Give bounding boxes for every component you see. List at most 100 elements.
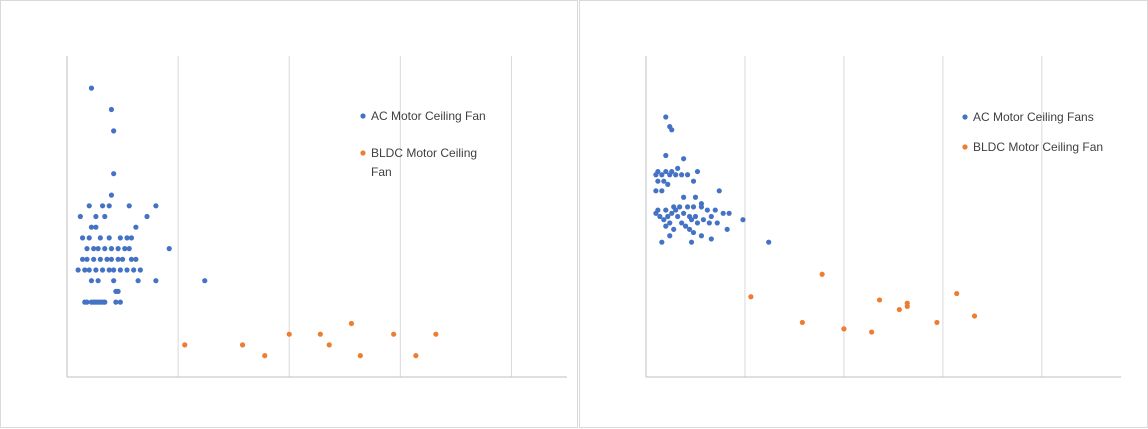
data-point	[716, 188, 722, 194]
data-point	[111, 267, 117, 273]
data-point	[115, 256, 121, 262]
data-point	[133, 224, 139, 230]
data-point	[88, 278, 95, 284]
data-point	[166, 246, 172, 252]
data-point	[95, 278, 101, 284]
data-point	[657, 213, 663, 220]
data-point	[692, 213, 699, 220]
data-point	[79, 235, 86, 241]
data-point	[91, 246, 97, 252]
data-point	[954, 290, 960, 297]
data-point	[102, 246, 108, 252]
data-point	[124, 235, 130, 241]
data-point	[137, 267, 143, 273]
legend-label: AC Motor Ceiling Fan	[371, 109, 486, 123]
data-point	[663, 223, 669, 229]
legend-label-line: BLDC Motor Ceiling Fan	[973, 140, 1103, 154]
data-point	[144, 213, 150, 220]
data-point	[99, 267, 106, 273]
data-point	[326, 342, 332, 348]
data-point	[106, 267, 112, 273]
data-point	[93, 213, 99, 220]
data-point	[681, 210, 687, 216]
data-point	[357, 353, 363, 359]
series-ac-motor	[653, 114, 772, 245]
data-point	[115, 288, 121, 294]
data-point	[663, 114, 669, 120]
data-point	[971, 313, 978, 319]
data-point	[688, 239, 695, 245]
data-point	[679, 220, 685, 226]
data-point	[433, 331, 439, 337]
data-point	[126, 246, 132, 252]
data-point	[876, 297, 883, 303]
data-point	[93, 267, 99, 273]
data-point	[679, 172, 685, 178]
data-point	[869, 329, 875, 335]
legend-label-line: Fan	[371, 165, 392, 179]
data-point	[675, 213, 681, 220]
data-point	[675, 165, 681, 171]
data-point	[934, 319, 940, 326]
data-point	[667, 172, 673, 178]
data-point	[95, 246, 101, 252]
data-point	[286, 331, 292, 337]
data-point	[84, 256, 90, 262]
data-point	[131, 267, 137, 273]
data-point	[86, 235, 92, 241]
data-point	[659, 188, 665, 194]
data-point	[82, 267, 88, 273]
data-point	[706, 220, 712, 226]
data-point	[686, 226, 693, 232]
data-point	[704, 207, 710, 213]
data-point	[115, 246, 121, 252]
data-point	[712, 207, 718, 213]
data-point	[111, 278, 117, 284]
data-point	[694, 168, 701, 175]
data-point	[106, 235, 112, 241]
chart-panel-power-low: AC Motor Ceiling Fan BLDC Motor Ceiling Fa…	[0, 0, 578, 428]
data-point	[84, 246, 90, 252]
data-point	[117, 235, 123, 241]
data-point	[99, 203, 106, 209]
data-point	[819, 271, 825, 277]
series-bldc-motor	[748, 271, 978, 335]
data-point	[684, 204, 691, 210]
legend-label: AC Motor Ceiling Fans	[973, 110, 1094, 124]
data-point	[673, 172, 679, 178]
data-point	[93, 224, 99, 230]
data-point	[153, 203, 159, 209]
data-point	[690, 178, 697, 184]
data-point	[896, 306, 902, 313]
legend-label-line: AC Motor Ceiling Fan	[371, 109, 486, 123]
data-point	[714, 220, 720, 226]
data-point	[677, 204, 683, 210]
data-point	[135, 278, 141, 284]
data-point	[113, 299, 119, 305]
data-point	[108, 106, 115, 113]
data-point	[79, 256, 86, 262]
data-point	[698, 233, 705, 239]
data-point	[665, 213, 671, 220]
data-point	[740, 217, 746, 223]
series-ac-motor	[75, 85, 208, 305]
data-point	[108, 246, 115, 252]
legend-marker	[962, 144, 968, 150]
data-point	[88, 85, 95, 91]
data-point	[128, 256, 135, 262]
data-point	[690, 229, 697, 236]
data-point	[117, 267, 123, 273]
data-point	[317, 331, 323, 337]
data-point	[841, 326, 847, 332]
data-point	[108, 192, 115, 198]
data-point	[667, 220, 673, 226]
data-point	[75, 267, 81, 273]
data-point	[84, 299, 90, 305]
data-point	[766, 239, 772, 245]
data-point	[690, 204, 697, 210]
data-point	[681, 194, 687, 200]
data-point	[117, 299, 123, 305]
data-point	[133, 256, 139, 262]
data-point	[748, 294, 754, 300]
